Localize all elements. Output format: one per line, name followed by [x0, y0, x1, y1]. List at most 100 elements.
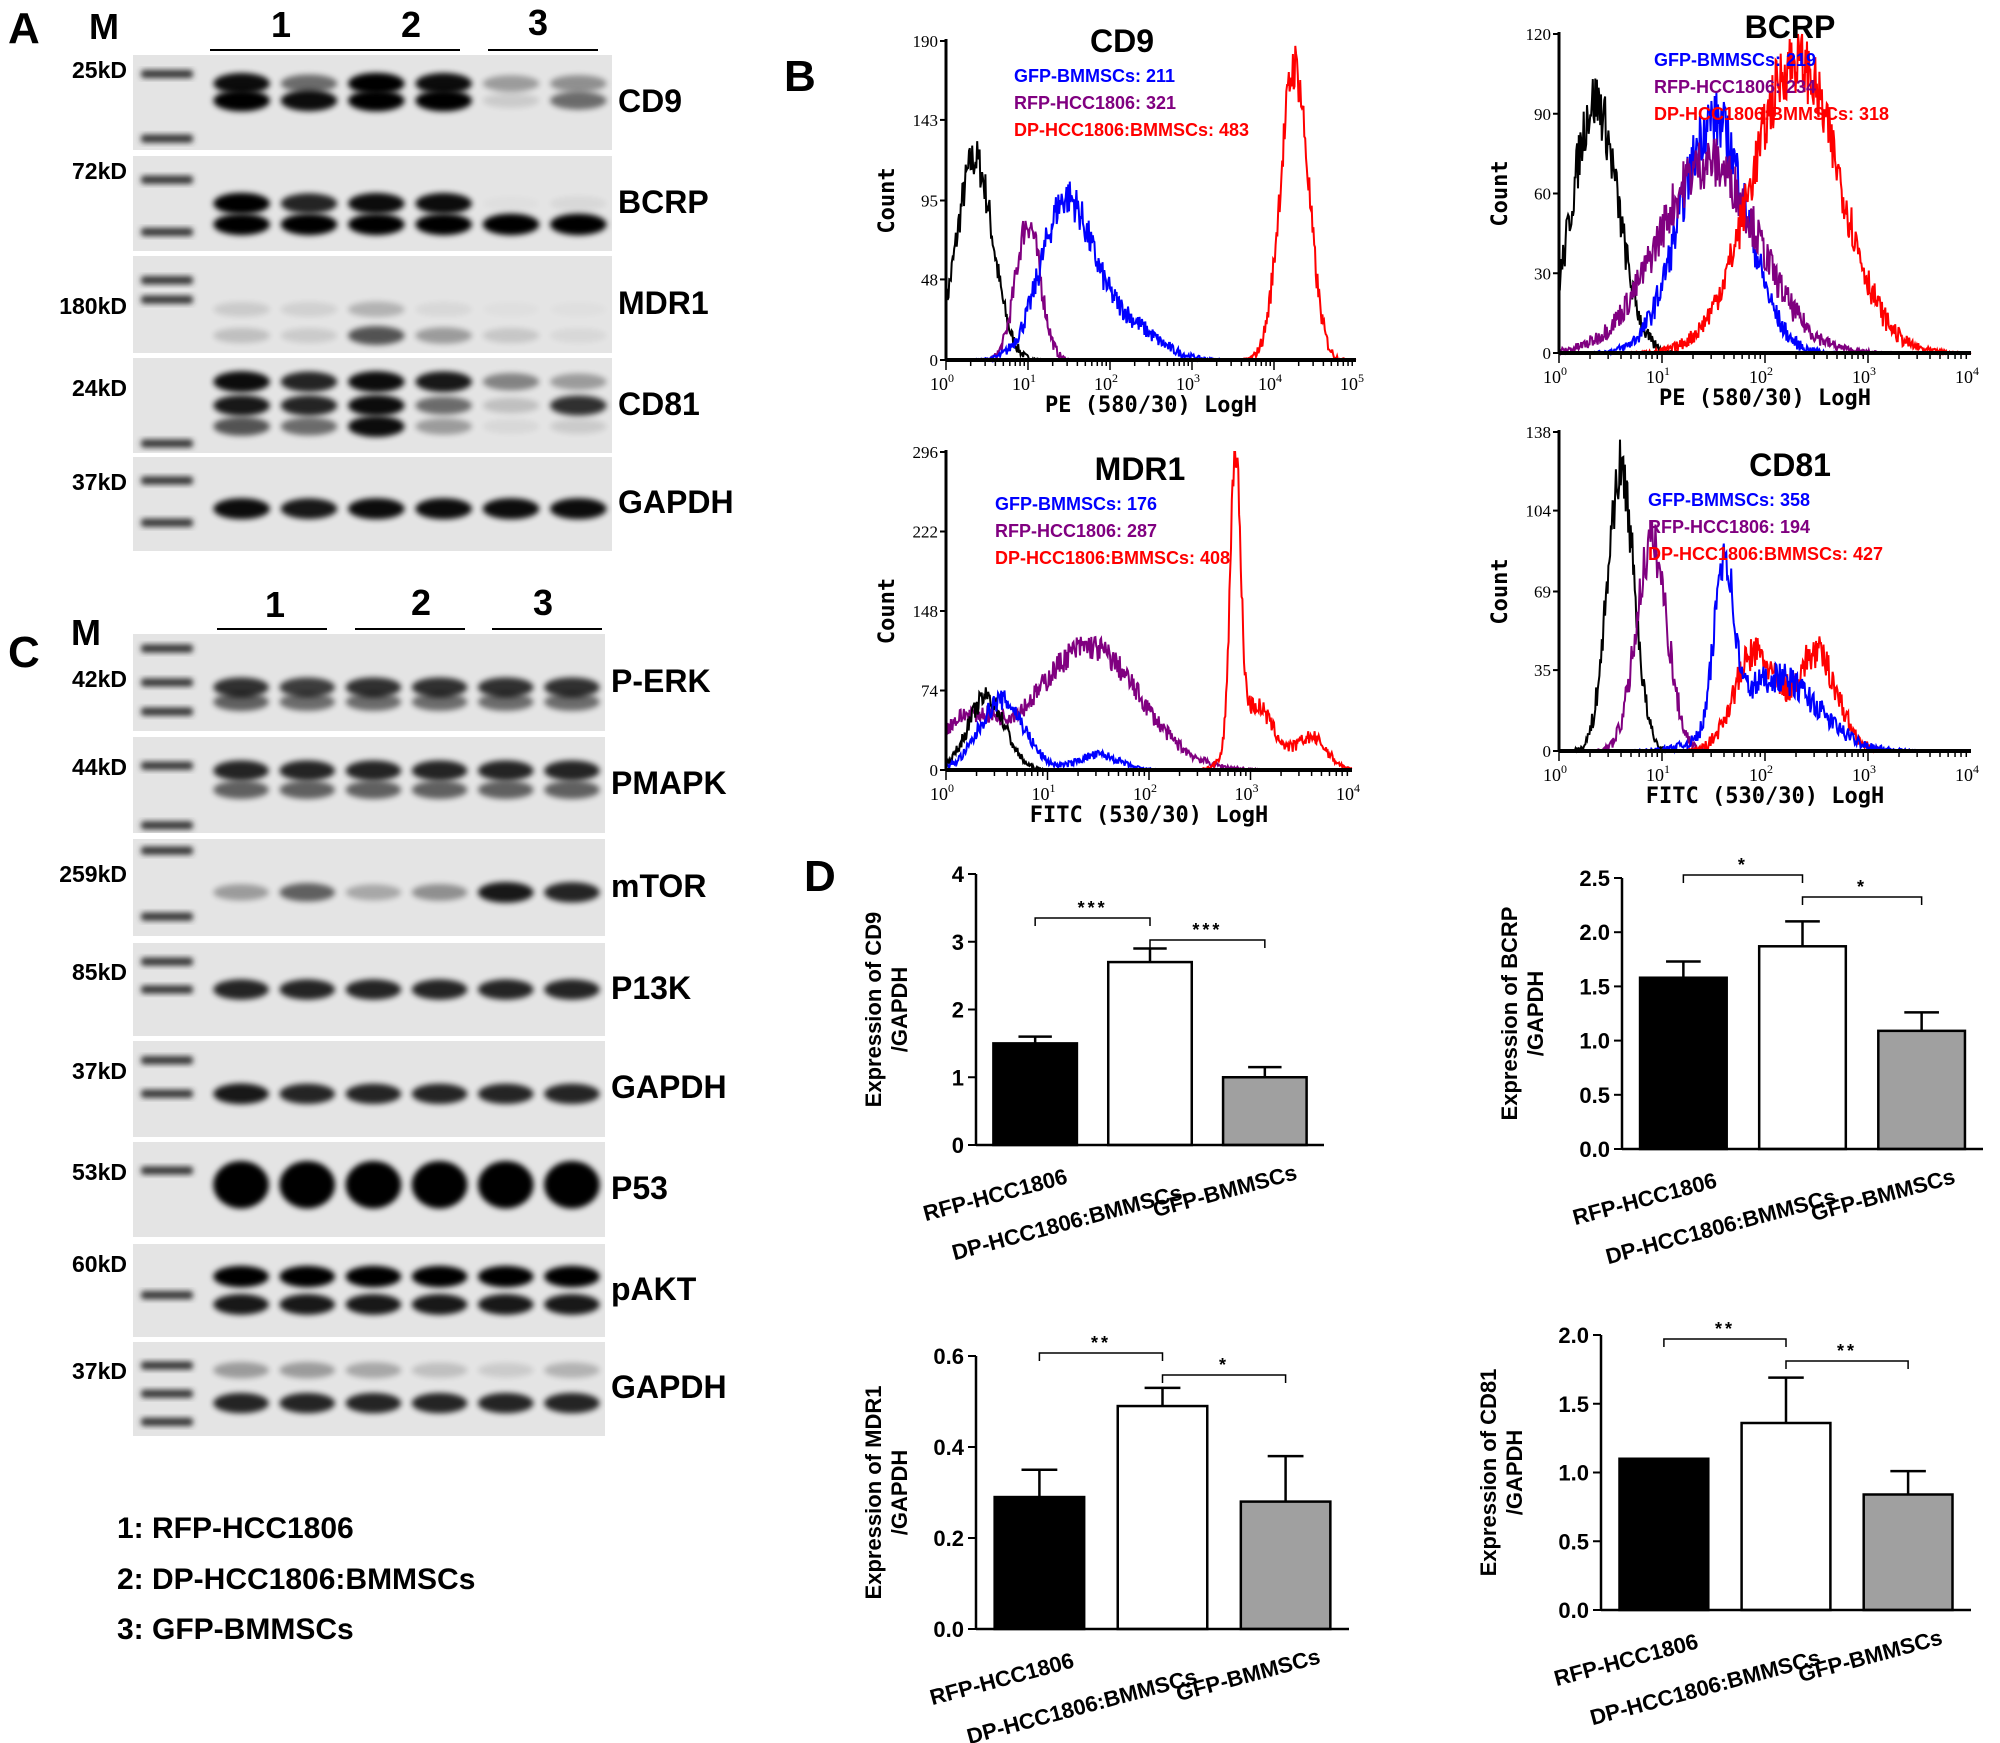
protein-band — [213, 327, 270, 344]
protein-band — [348, 371, 405, 393]
bar — [1106, 960, 1194, 1147]
x-tick-label: 105 — [1340, 371, 1364, 394]
y-axis-label: Count — [1488, 558, 1513, 624]
marker-band — [141, 1089, 193, 1098]
protein-band — [213, 213, 270, 236]
protein-band — [345, 677, 402, 698]
y-tick-label: 1.5 — [1579, 974, 1610, 999]
marker-band — [141, 1389, 193, 1398]
protein-band — [477, 979, 534, 1000]
y-tick-label: 222 — [913, 523, 939, 542]
marker-band — [141, 295, 193, 304]
blot-label: P13K — [611, 969, 692, 1006]
protein-band — [279, 1265, 336, 1288]
significance-bracket — [1034, 917, 1151, 926]
significance-bracket — [1038, 1352, 1164, 1361]
protein-band — [411, 1265, 468, 1288]
protein-band — [544, 882, 600, 903]
marker-band — [141, 761, 193, 770]
molecular-weight-label: 42kD — [72, 665, 127, 692]
protein-band — [279, 780, 336, 799]
protein-band — [213, 301, 270, 317]
protein-band — [415, 192, 472, 215]
panel-label-b: B — [784, 52, 816, 101]
bar — [1239, 1500, 1332, 1631]
y-tick-label: 296 — [913, 443, 939, 462]
lane-number: 1 — [264, 584, 286, 625]
protein-band — [482, 498, 540, 520]
y-tick-label: 104 — [1526, 502, 1552, 521]
protein-band — [348, 498, 405, 520]
protein-band — [411, 780, 468, 799]
protein-band — [477, 881, 534, 903]
lane-group-line — [488, 49, 598, 51]
protein-band — [280, 302, 338, 317]
x-tick-label: 101 — [1646, 364, 1670, 387]
molecular-weight-label: 259kD — [59, 860, 127, 887]
bar-chart-1: 0.0 0.5 1.0 1.5 2.0 2.5 Expression of BCRP/GAP… — [1497, 855, 1983, 1269]
protein-band — [544, 1161, 600, 1209]
significance-stars: ** — [1715, 1319, 1735, 1339]
histogram-series-gfp — [945, 689, 1352, 772]
x-tick-label: 101 — [1646, 762, 1670, 785]
x-tick-label: 100 — [1543, 364, 1567, 387]
bar — [992, 1042, 1079, 1147]
blot-strip-gapdh — [133, 1342, 605, 1436]
marker-label: M — [89, 6, 119, 47]
protein-band — [213, 1392, 269, 1414]
x-tick-exponent: 0 — [1561, 762, 1567, 776]
histogram-title: MDR1 — [1095, 451, 1186, 487]
protein-band — [411, 677, 468, 698]
blot-strip-mdr1 — [133, 256, 612, 353]
protein-band — [550, 419, 607, 434]
marker-band — [141, 912, 193, 921]
x-axis-label: FITC (530/30) LogH — [1646, 784, 1884, 809]
x-tick-label: 102 — [1749, 762, 1773, 785]
blot-label: P-ERK — [611, 662, 711, 699]
y-tick-label: 95 — [921, 192, 938, 211]
protein-band — [348, 394, 405, 417]
x-tick-label: 102 — [1094, 371, 1118, 394]
protein-band — [213, 979, 269, 1000]
bar — [1116, 1404, 1209, 1631]
blot-strip-cd9 — [133, 55, 612, 150]
blot-label: GAPDH — [618, 484, 734, 520]
lane-number: 1 — [270, 4, 292, 45]
blot-label: GAPDH — [611, 1369, 727, 1405]
x-tick-label: 101 — [1032, 781, 1056, 804]
molecular-weight-label: 85kD — [72, 958, 127, 985]
y-axis-label: Expression of CD81 — [1476, 1369, 1501, 1577]
protein-band — [213, 692, 269, 712]
x-tick-exponent: 4 — [1973, 364, 1979, 378]
protein-band — [415, 72, 472, 95]
y-tick-label: 48 — [921, 270, 938, 289]
protein-band — [482, 419, 540, 434]
x-tick-exponent: 5 — [1358, 371, 1364, 385]
marker-band — [141, 276, 193, 285]
x-axis-label: FITC (530/30) LogH — [1030, 803, 1268, 828]
x-tick-exponent: 3 — [1194, 371, 1200, 385]
protein-band — [477, 1362, 534, 1378]
y-tick-label: 0 — [930, 351, 939, 370]
protein-band — [482, 397, 540, 414]
blot-label: PMAPK — [611, 765, 727, 801]
molecular-weight-label: 44kD — [72, 753, 127, 780]
protein-band — [280, 395, 338, 416]
y-tick-label: 74 — [921, 682, 939, 701]
protein-band — [213, 417, 270, 436]
protein-band — [550, 213, 607, 236]
x-tick-exponent: 1 — [1664, 364, 1670, 378]
y-tick-label: 2 — [952, 998, 964, 1023]
marker-band — [141, 846, 193, 855]
x-tick-exponent: 3 — [1870, 762, 1876, 776]
protein-band — [280, 328, 338, 343]
significance-stars: *** — [1192, 920, 1222, 940]
protein-band — [280, 417, 338, 436]
protein-band — [213, 884, 269, 901]
protein-band — [477, 1083, 534, 1104]
protein-band — [279, 1083, 336, 1104]
marker-band — [141, 439, 193, 448]
marker-band — [141, 134, 193, 143]
